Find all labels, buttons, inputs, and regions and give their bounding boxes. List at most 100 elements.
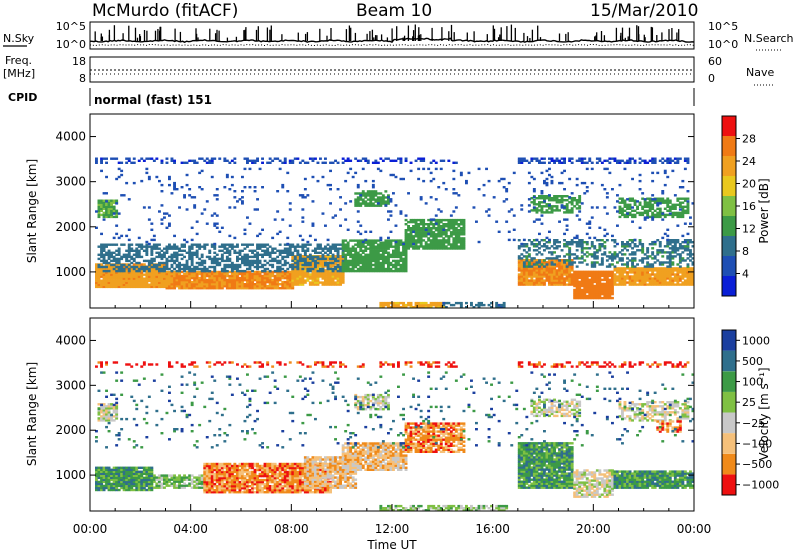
data-cell [525,279,529,282]
data-cell [691,245,695,248]
data-cell [502,200,506,203]
data-cell [130,269,134,272]
data-cell [517,157,521,160]
data-cell [691,269,695,272]
data-cell [188,247,192,250]
data-cell [316,277,320,280]
data-cell [392,251,395,254]
noise-spikes [94,24,680,41]
data-cell [636,245,639,248]
data-cell [278,167,282,171]
data-cell [585,161,589,164]
data-cell [666,261,670,264]
data-cell [439,247,443,250]
data-cell [600,286,604,290]
data-cell [618,283,622,286]
data-cell [366,261,370,265]
data-cell [283,274,287,278]
data-cell [301,220,305,223]
data-cell [158,281,161,284]
data-cell [278,272,282,276]
data-cell [336,253,340,256]
data-cell [417,218,421,222]
data-cell [155,271,159,274]
data-cell [253,283,257,286]
data-cell [374,249,378,252]
data-cell [621,241,624,244]
data-cell [651,257,655,260]
data-cell [646,249,650,252]
data-cell [384,259,388,263]
data-cell [538,259,541,262]
data-cell [135,275,139,278]
freq-label-line2: [MHz] [3,67,35,80]
data-cell [525,283,529,286]
data-cell [583,161,587,164]
data-cell [205,272,209,276]
data-cell [651,253,655,256]
data-cell [558,275,561,278]
data-cell [641,243,645,246]
data-cell [298,267,302,270]
data-cell [507,230,511,233]
data-cell [356,196,360,199]
data-cell [303,251,307,254]
data-cell [595,290,599,294]
data-cell [550,273,554,276]
data-cell [205,287,209,290]
data-cell [558,279,561,282]
data-cell [638,267,642,270]
data-cell [656,283,660,286]
data-cell [256,276,259,280]
data-cell [331,247,335,250]
data-cell [641,275,645,278]
data-cell [575,278,579,282]
data-cell [638,283,642,286]
data-cell [379,249,383,252]
data-cell [190,267,194,271]
data-cell [100,209,103,212]
data-cell [127,283,131,286]
data-cell [163,253,166,256]
data-cell [618,271,622,274]
data-cell [261,186,264,189]
data-cell [213,272,217,276]
data-cell [553,265,556,268]
data-cell [185,272,189,276]
data-cell [311,159,315,162]
data-cell [578,197,582,200]
data-cell [107,265,111,268]
data-cell [402,177,405,181]
data-cell [354,157,358,160]
data-cell [600,257,604,260]
data-cell [686,249,690,252]
data-cell [120,234,124,238]
data-cell [183,267,186,271]
data-cell [316,271,320,274]
data-cell [281,218,285,221]
data-cell [354,243,358,246]
data-cell [200,285,204,288]
data-cell [621,201,624,204]
data-cell [527,171,531,175]
data-cell [568,255,572,258]
data-cell [432,233,436,236]
data-cell [560,199,564,202]
data-cell [661,275,665,278]
data-cell [457,245,461,248]
data-cell [613,159,617,162]
data-cell [329,275,332,278]
data-cell [140,265,144,269]
data-cell [535,238,539,242]
data-cell [598,290,602,294]
data-cell [407,192,410,195]
data-cell [560,201,564,204]
data-cell [563,195,566,198]
data-cell [454,245,458,248]
data-cell [563,271,566,274]
data-cell [439,225,443,228]
data-cell [218,257,222,261]
data-cell [369,255,373,259]
data-cell [127,259,131,263]
data-cell [296,251,300,254]
